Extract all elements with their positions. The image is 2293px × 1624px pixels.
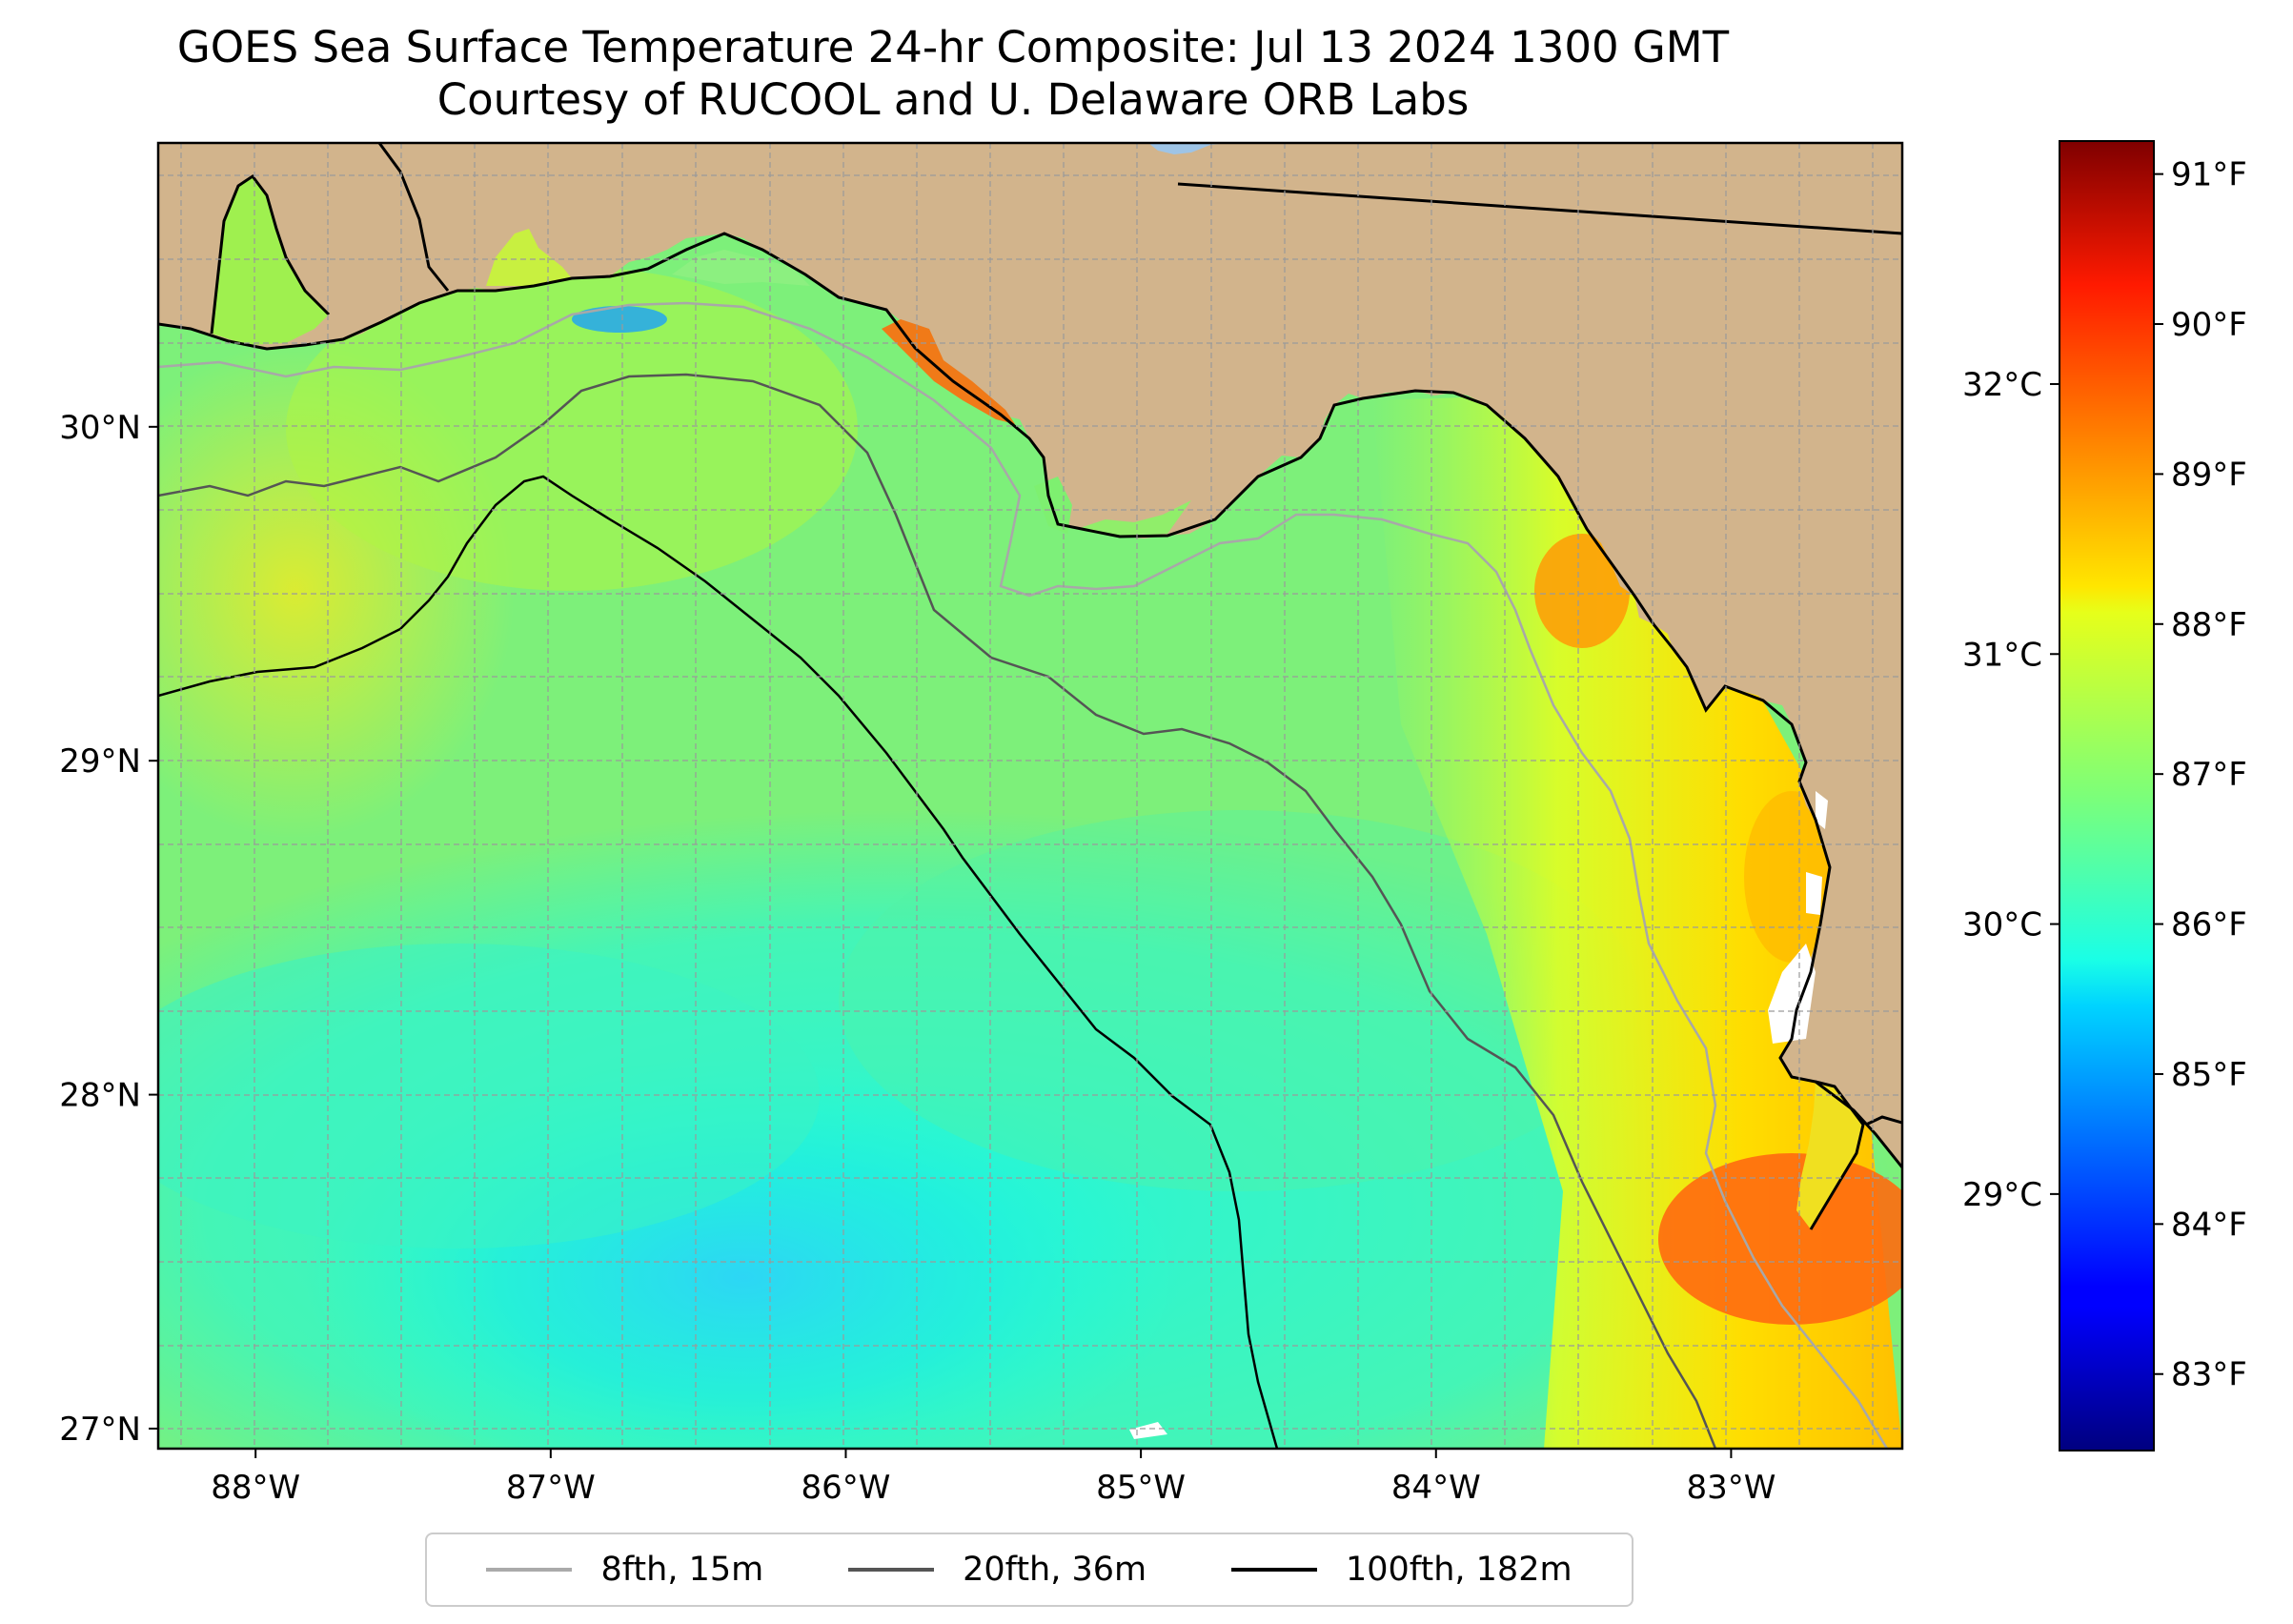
- no-data: [1816, 791, 1828, 829]
- lon-tick-label: 88°W: [211, 1469, 300, 1507]
- colorbar-axes: 29°C 30°C 31°C 32°C 83°F 84°F 85°F 86°F 87°F 88°F…: [1962, 156, 2247, 1394]
- celsius-tick-label: 29°C: [1962, 1176, 2042, 1214]
- coastline: [158, 143, 1902, 1230]
- celsius-tick-label: 30°C: [1962, 906, 2042, 944]
- fahrenheit-tick-label: 87°F: [2171, 756, 2247, 794]
- fahrenheit-tick-label: 83°F: [2171, 1356, 2247, 1394]
- fahrenheit-tick-label: 91°F: [2171, 156, 2247, 194]
- lon-tick-label: 83°W: [1686, 1469, 1776, 1507]
- no-data: [1129, 1422, 1167, 1439]
- fahrenheit-tick-label: 88°F: [2171, 606, 2247, 644]
- legend-item-100fth: 100fth, 182m: [1230, 1551, 1573, 1589]
- legend-label: 20fth, 36m: [963, 1551, 1147, 1589]
- celsius-tick-label: 31°C: [1962, 636, 2042, 674]
- lon-tick-label: 85°W: [1096, 1469, 1186, 1507]
- lat-tick-label: 30°N: [59, 409, 141, 447]
- colorbar: [2059, 140, 2155, 1451]
- map-title: GOES Sea Surface Temperature 24-hr Compo…: [176, 22, 1730, 72]
- isobath-8fth: [158, 301, 1889, 1449]
- bay-water: [486, 229, 572, 286]
- lon-tick-label: 84°W: [1391, 1469, 1481, 1507]
- legend-item-8fth: 8fth, 15m: [486, 1551, 763, 1589]
- lake-seminole: [1148, 143, 1229, 154]
- no-data: [1806, 872, 1822, 915]
- isobath-legend: 8fth, 15m 20fth, 36m 100fth, 182m: [425, 1533, 1634, 1607]
- map-subtitle: Courtesy of RUCOOL and U. Delaware ORB L…: [436, 74, 1470, 125]
- northern-land: [158, 143, 1902, 1167]
- bay-water: [212, 176, 329, 345]
- isobath-20fth: [158, 373, 1717, 1449]
- no-data: [1768, 944, 1816, 1044]
- legend-swatch: [848, 1568, 935, 1572]
- land-areas: [158, 143, 1902, 1439]
- fahrenheit-tick-label: 85°F: [2171, 1056, 2247, 1094]
- bay-water: [1034, 477, 1072, 534]
- map-frame: [156, 141, 1904, 1451]
- lat-tick-label: 27°N: [59, 1411, 141, 1449]
- tampa-bay: [1796, 1082, 1863, 1229]
- legend-item-20fth: 20fth, 36m: [848, 1551, 1146, 1589]
- fahrenheit-tick-label: 89°F: [2171, 456, 2247, 494]
- lon-tick-label: 87°W: [506, 1469, 596, 1507]
- legend-swatch: [1230, 1568, 1317, 1572]
- celsius-tick-label: 32°C: [1962, 366, 2042, 404]
- bay-water: [1077, 500, 1191, 537]
- fahrenheit-tick-label: 84°F: [2171, 1206, 2247, 1244]
- map-axes: 88°W 87°W 86°W 85°W 84°W 83°W 27°N 28°N 29°N 30°N: [59, 409, 1776, 1507]
- lat-tick-label: 28°N: [59, 1077, 141, 1115]
- fahrenheit-tick-label: 90°F: [2171, 306, 2247, 344]
- lon-tick-label: 86°W: [802, 1469, 891, 1507]
- legend-label: 100fth, 182m: [1345, 1551, 1573, 1589]
- lat-tick-label: 29°N: [59, 742, 141, 781]
- legend-swatch: [486, 1568, 573, 1572]
- fahrenheit-tick-label: 86°F: [2171, 906, 2247, 944]
- gridlines: [158, 143, 1902, 1449]
- legend-label: 8fth, 15m: [600, 1551, 764, 1589]
